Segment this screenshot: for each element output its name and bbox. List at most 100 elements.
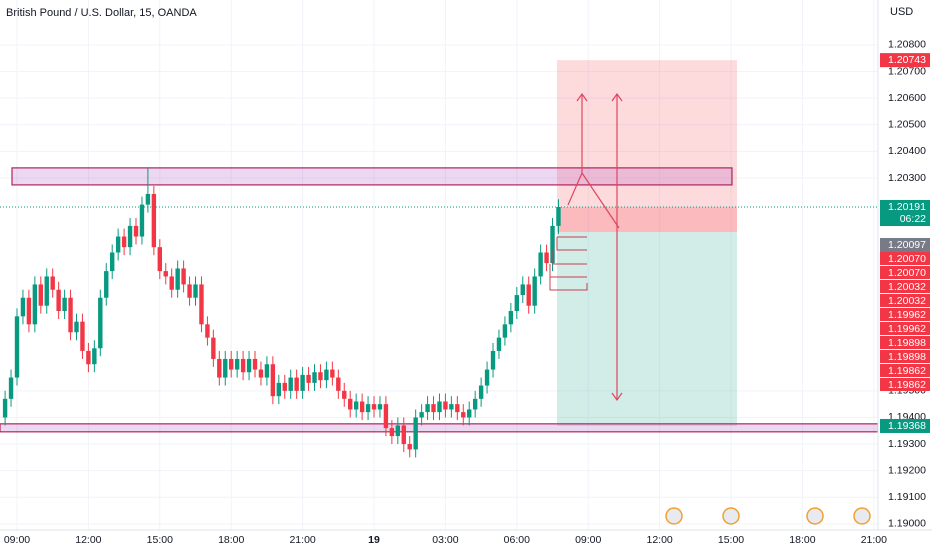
- arrow-head: [576, 92, 588, 102]
- candle-body: [478, 385, 484, 399]
- order-label: 1.19898: [888, 337, 926, 349]
- candle-body: [300, 374, 305, 391]
- candle-body: [544, 252, 549, 264]
- plot-area: [0, 0, 879, 530]
- x-tick-label: 21:00: [861, 534, 887, 546]
- price-label-box: [880, 418, 930, 433]
- candle-body: [496, 337, 502, 351]
- candle-body: [133, 225, 139, 237]
- candle-body: [365, 404, 371, 413]
- candle-body: [234, 358, 240, 370]
- drawings: [549, 92, 623, 402]
- candle-body: [419, 412, 424, 418]
- candle-body: [121, 236, 127, 248]
- x-tick-label: 18:00: [218, 534, 244, 546]
- candle-body: [8, 377, 14, 399]
- axes: 1.20800 1.20700 1.20600 1.20500 1.20400 1.203…: [4, 39, 930, 546]
- y-tick-label: 1.19100: [888, 491, 926, 503]
- event-flag[interactable]: [853, 507, 871, 525]
- candle-body: [38, 284, 44, 306]
- x-tick-label: 12:00: [75, 534, 101, 546]
- candle-body: [50, 276, 55, 290]
- candle-body: [163, 271, 168, 277]
- candle-body: [110, 252, 115, 272]
- order-label: 1.19898: [888, 351, 926, 363]
- event-flag[interactable]: [722, 507, 740, 525]
- event-flag[interactable]: [806, 507, 824, 525]
- candle-body: [324, 369, 329, 381]
- order-label-box: [880, 364, 930, 378]
- candle-body: [395, 425, 401, 437]
- candle-body: [353, 401, 359, 410]
- x-tick-label: 18:00: [789, 534, 815, 546]
- order-label: 1.20032: [888, 295, 926, 307]
- candle-body: [223, 358, 228, 378]
- candle-body: [258, 369, 264, 378]
- candle-body: [157, 247, 163, 272]
- candle-body: [74, 321, 79, 333]
- candle-body: [86, 350, 91, 365]
- candle-body: [342, 390, 347, 399]
- candle-body: [240, 358, 246, 373]
- y-tick-label: 1.19200: [888, 464, 926, 476]
- x-tick-label: 12:00: [646, 534, 672, 546]
- candle-body: [80, 321, 85, 351]
- price-zone: [11, 167, 733, 186]
- price-label-box: [880, 199, 930, 226]
- candle-body: [348, 398, 353, 410]
- price-zone: [0, 423, 879, 433]
- order-label-box: [880, 378, 930, 392]
- candle-body: [556, 206, 561, 226]
- candle-body: [312, 372, 317, 383]
- candle-body: [2, 398, 8, 418]
- order-label-box: [880, 294, 930, 308]
- countdown-label: 06:22: [900, 213, 926, 225]
- arrow-head: [611, 92, 623, 102]
- x-tick-label: 19: [368, 534, 380, 546]
- target-zone: [557, 232, 737, 426]
- candle-body: [98, 297, 103, 349]
- candle-body: [92, 348, 97, 365]
- x-tick-label: 15:00: [147, 534, 173, 546]
- price-label: 1.20097: [888, 239, 926, 251]
- candle-body: [115, 236, 121, 253]
- candle-body: [455, 404, 460, 413]
- time-axis-panel: [0, 530, 932, 550]
- order-label: 1.19862: [888, 379, 926, 391]
- candle-body: [44, 276, 49, 306]
- candle-body: [502, 324, 508, 338]
- order-label: 1.19862: [888, 365, 926, 377]
- candle-body: [288, 377, 293, 391]
- order-label-box: [880, 308, 930, 322]
- event-flag[interactable]: [665, 507, 683, 525]
- arrow-head: [611, 392, 623, 402]
- x-tick-label: 09:00: [4, 534, 30, 546]
- candle-body: [401, 425, 406, 445]
- candle-body: [449, 404, 454, 410]
- price-label: 1.20191: [888, 201, 926, 213]
- order-line: [552, 250, 587, 265]
- order-label-box: [880, 266, 930, 280]
- open-pnl-zone: [557, 206, 737, 233]
- candle-body: [508, 311, 514, 325]
- drawing-line: [581, 172, 620, 229]
- order-label-box: [880, 350, 930, 364]
- candle-body: [62, 297, 67, 312]
- order-label: 1.20032: [888, 281, 926, 293]
- candle-body: [437, 401, 442, 413]
- order-label-box: [880, 322, 930, 336]
- order-label: 1.19962: [888, 309, 926, 321]
- x-tick-label: 15:00: [718, 534, 744, 546]
- price-label-box: [880, 238, 930, 253]
- candle-body: [413, 417, 418, 450]
- order-label: 1.19962: [888, 323, 926, 335]
- candle-body: [187, 284, 192, 298]
- candle-body: [383, 404, 389, 429]
- candle-body: [514, 295, 520, 312]
- x-tick-label: 03:00: [432, 534, 458, 546]
- candle-body: [20, 297, 26, 317]
- candle-body: [377, 404, 383, 410]
- candle-body: [336, 377, 341, 391]
- y-tick-label: 1.19300: [888, 438, 926, 450]
